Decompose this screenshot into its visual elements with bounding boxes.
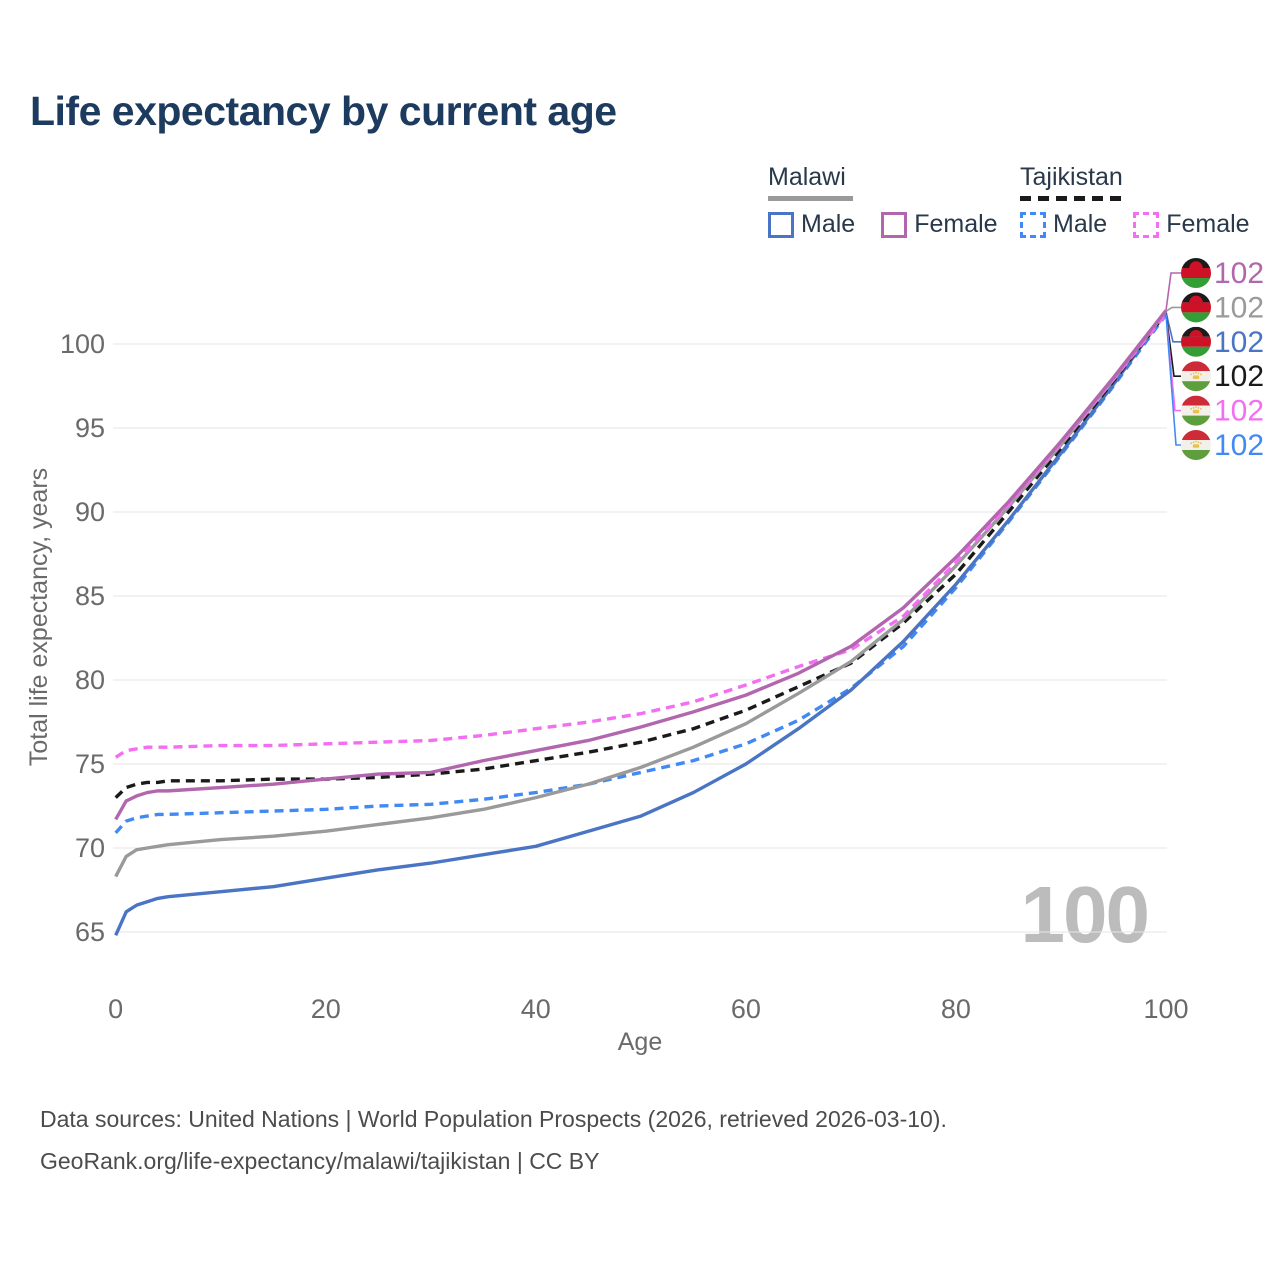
leader-line-malawi-male	[1165, 311, 1181, 343]
chart-title: Life expectancy by current age	[30, 88, 617, 134]
flag-stripe	[1181, 395, 1211, 406]
flag-stripe	[1181, 268, 1211, 278]
legend-item-malawi-female[interactable]: Female	[881, 210, 998, 239]
x-tick-label: 100	[1143, 994, 1188, 1024]
crown-star	[1192, 407, 1195, 409]
legend-group-tajikistan: Tajikistan Male Female	[1020, 163, 1276, 239]
rising-sun	[1189, 295, 1203, 303]
crown-star	[1192, 372, 1195, 375]
y-tick-label: 80	[75, 665, 105, 695]
y-tick-label: 95	[75, 413, 105, 443]
end-value-label-tajikistan-male: 102	[1214, 429, 1264, 462]
footer-attribution-link[interactable]: GeoRank.org/life-expectancy/malawi/tajik…	[40, 1148, 600, 1174]
rising-sun	[1189, 261, 1203, 268]
x-tick-label: 20	[311, 994, 341, 1024]
flag-stripe	[1181, 278, 1211, 288]
crown	[1192, 444, 1200, 448]
tajikistan-flag-icon	[1181, 430, 1211, 460]
y-tick-label: 100	[60, 329, 105, 359]
crown-star	[1199, 407, 1202, 410]
flag-stripe	[1181, 450, 1211, 460]
crown-star	[1195, 406, 1197, 408]
crown-star	[1197, 441, 1200, 444]
legend-country-label: Malawi	[768, 163, 846, 191]
flag-stripe	[1181, 312, 1211, 323]
series-line-tajikistan-female	[114, 312, 1168, 759]
crown-star	[1190, 407, 1193, 410]
flag-stripe	[1181, 346, 1211, 357]
y-axis-title: Total life expectancy, years	[25, 468, 53, 766]
x-tick-label: 60	[731, 994, 761, 1024]
legend-item-label: Male	[801, 210, 856, 238]
malawi-flag-icon	[1181, 292, 1211, 323]
flag-stripe	[1181, 336, 1211, 347]
leader-line-malawi-both	[1165, 306, 1181, 312]
crown-star	[1192, 441, 1195, 444]
end-value-label-tajikistan-female: 102	[1214, 395, 1264, 428]
leader-line-malawi-female	[1165, 272, 1181, 311]
male-dashed-swatch-icon	[1020, 211, 1046, 238]
footer-data-sources: Data sources: United Nations | World Pop…	[40, 1106, 947, 1132]
tajikistan-flag-icon	[1181, 361, 1211, 392]
x-tick-label: 80	[941, 994, 971, 1024]
flag-stripe	[1181, 430, 1211, 440]
age-indicator-watermark: 100	[1021, 870, 1148, 959]
leader-line-tajikistan-male	[1165, 314, 1181, 446]
y-tick-label: 70	[75, 833, 105, 863]
series-line-tajikistan-both	[114, 311, 1168, 799]
legend-item-label: Female	[914, 210, 998, 238]
crown	[1192, 409, 1200, 414]
x-axis-title: Age	[618, 1028, 662, 1056]
female-dashed-swatch-icon	[1133, 211, 1160, 238]
y-tick-label: 65	[75, 917, 105, 947]
legend-country-label: Tajikistan	[1020, 163, 1123, 191]
series-line-tajikistan-male	[114, 313, 1168, 835]
tajikistan-flag-icon	[1181, 395, 1211, 426]
legend-item-tajikistan-male[interactable]: Male	[1020, 210, 1107, 239]
y-tick-label: 75	[75, 749, 105, 779]
series-line-malawi-female	[114, 309, 1168, 821]
end-value-label-tajikistan-both: 102	[1214, 360, 1264, 393]
crown-star	[1190, 373, 1193, 376]
solid-line-sample	[768, 196, 853, 201]
crown-star	[1199, 373, 1202, 376]
legend-item-malawi-male[interactable]: Male	[768, 210, 855, 239]
malawi-flag-icon	[1181, 258, 1211, 288]
flag-stripe	[1181, 302, 1211, 313]
crown	[1192, 375, 1200, 379]
footer: Data sources: United Nations | World Pop…	[40, 1106, 947, 1190]
end-value-label-malawi-male: 102	[1214, 326, 1264, 359]
x-tick-label: 40	[521, 994, 551, 1024]
malawi-flag-icon	[1181, 326, 1211, 357]
crown-star	[1195, 440, 1197, 443]
x-tick-label: 0	[108, 994, 123, 1024]
series-line-malawi-both	[114, 310, 1168, 878]
flag-stripe	[1181, 361, 1211, 372]
crown-star	[1195, 371, 1197, 374]
crown-star	[1190, 442, 1193, 445]
crown-star	[1197, 372, 1200, 375]
legend-item-label: Male	[1053, 210, 1108, 238]
flag-stripe	[1181, 415, 1211, 426]
legend-group-malawi: Malawi Male Female	[768, 163, 1024, 239]
end-value-label-malawi-both: 102	[1214, 291, 1264, 324]
rising-sun	[1189, 330, 1203, 337]
crown-star	[1199, 442, 1202, 445]
flag-stripe	[1181, 381, 1211, 392]
end-value-label-malawi-female: 102	[1214, 257, 1264, 290]
legend-item-tajikistan-female[interactable]: Female	[1133, 210, 1250, 239]
crown-star	[1197, 407, 1200, 409]
y-tick-label: 85	[75, 581, 105, 611]
series-line-malawi-male	[114, 311, 1168, 937]
dashed-line-sample	[1020, 196, 1128, 201]
female-solid-swatch-icon	[881, 211, 908, 238]
male-solid-swatch-icon	[768, 211, 794, 238]
legend-item-label: Female	[1166, 210, 1250, 238]
y-tick-label: 90	[75, 497, 105, 527]
